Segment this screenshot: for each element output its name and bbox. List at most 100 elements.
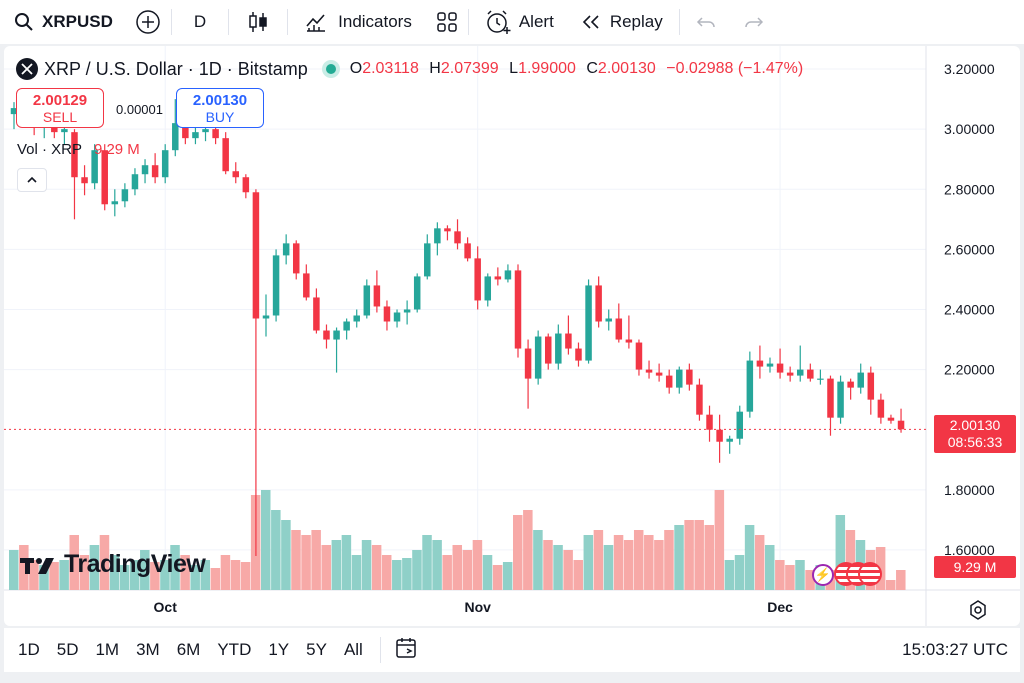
- volume-bar: [896, 570, 906, 590]
- volume-bar: [402, 558, 412, 590]
- candle-body: [151, 165, 159, 178]
- chart-panel[interactable]: 3.20000 3.00000 2.80000 2.60000 2.40000 2.200…: [4, 46, 1020, 626]
- candle-body: [565, 333, 572, 349]
- change-value: −0.02988 (−1.47%): [666, 60, 804, 77]
- events-badges[interactable]: ⚡: [812, 562, 886, 588]
- y-tick-label: 2.60000: [944, 241, 995, 257]
- us-flag-icon[interactable]: [858, 562, 882, 586]
- timeframe-1d[interactable]: 1D: [18, 640, 40, 659]
- chart-type-button[interactable]: [247, 0, 269, 44]
- volume-bar: [29, 560, 39, 590]
- candle-body: [786, 372, 794, 376]
- candle-body: [161, 150, 169, 178]
- volume-bar: [533, 530, 543, 590]
- volume-bar: [573, 560, 583, 590]
- market-open-dot: [325, 64, 336, 74]
- timeframe-ytd[interactable]: YTD: [217, 640, 252, 659]
- candle-body: [383, 306, 391, 322]
- go-to-date-button[interactable]: [395, 636, 419, 665]
- bottom-toolbar: 1D 5D 1M 3M 6M YTD 1Y 5Y All 15:03:27 UT…: [4, 628, 1020, 672]
- timeframe-6m[interactable]: 6M: [176, 640, 201, 659]
- y-tick-label: 1.60000: [944, 542, 995, 558]
- interval-button[interactable]: D: [193, 12, 207, 31]
- candle-body: [605, 318, 612, 322]
- candle-body: [867, 372, 875, 400]
- candle-body: [71, 132, 78, 178]
- candle-body: [10, 108, 18, 115]
- candle-body: [232, 171, 240, 178]
- y-tick-label: 2.80000: [944, 181, 995, 197]
- volume-bar: [371, 545, 382, 590]
- candle-body: [413, 276, 421, 310]
- indicators-icon: [306, 14, 326, 32]
- close-value: 2.00130: [597, 60, 656, 77]
- volume-bar: [170, 545, 180, 590]
- volume-bar: [845, 530, 856, 590]
- volume-bar: [805, 570, 815, 590]
- volume-bar: [583, 535, 594, 590]
- volume-bar: [180, 555, 190, 590]
- volume-bar: [432, 540, 442, 590]
- volume-bar: [714, 490, 725, 590]
- sell-label: SELL: [42, 109, 78, 125]
- volume-value: 9.29 M: [93, 141, 140, 158]
- timeframe-3m[interactable]: 3M: [136, 640, 160, 659]
- volume-bar: [734, 555, 745, 590]
- candle-body: [182, 123, 189, 139]
- last-price-value: 2.00130: [949, 417, 1001, 433]
- candle-body: [212, 129, 219, 139]
- volume-bar: [160, 560, 170, 590]
- candle-body: [454, 231, 461, 244]
- redo-button[interactable]: [742, 0, 764, 44]
- bar-countdown: 08:56:33: [947, 434, 1003, 450]
- timeframe-1y[interactable]: 1Y: [268, 640, 290, 659]
- volume-bar: [482, 555, 493, 590]
- candle-body: [313, 297, 320, 331]
- price-chart[interactable]: 3.20000 3.00000 2.80000 2.60000 2.40000 2.200…: [4, 46, 1020, 626]
- compare-button[interactable]: [135, 0, 161, 44]
- volume-bar: [654, 540, 664, 590]
- alert-label: Alert: [518, 12, 554, 31]
- candle-body: [484, 276, 492, 301]
- collapse-legend-button[interactable]: [17, 168, 47, 192]
- candle-body: [716, 429, 723, 442]
- symbol-name: XRPUSD: [42, 12, 113, 31]
- candle-body: [847, 381, 854, 388]
- replay-button[interactable]: Replay: [580, 0, 663, 44]
- candle-body: [494, 276, 502, 280]
- lightning-icon[interactable]: ⚡: [812, 564, 834, 586]
- utc-clock[interactable]: 15:03:27 UTC: [902, 640, 1008, 659]
- volume-bar: [885, 580, 896, 590]
- candle-body: [796, 369, 804, 376]
- candle-body: [555, 333, 562, 364]
- volume-bar: [442, 555, 452, 590]
- symbol-search[interactable]: XRPUSD: [14, 0, 113, 44]
- spread-value: 0.00001: [116, 102, 163, 117]
- timeframe-all[interactable]: All: [343, 640, 363, 659]
- alert-button[interactable]: Alert: [485, 0, 554, 44]
- layouts-button[interactable]: [436, 0, 458, 44]
- volume-bar: [119, 565, 130, 590]
- candle-body: [444, 228, 451, 232]
- candle-body: [756, 360, 764, 367]
- buy-button[interactable]: 2.00130 BUY: [176, 88, 264, 128]
- timeframe-1m[interactable]: 1M: [95, 640, 120, 659]
- indicators-button[interactable]: Indicators: [304, 0, 412, 44]
- undo-icon: [696, 17, 715, 28]
- volume-legend: Vol · XRP 9.29 M: [17, 141, 140, 158]
- candle-body: [292, 243, 300, 274]
- volume-bar: [835, 515, 846, 590]
- undo-button[interactable]: [696, 0, 718, 44]
- volume-bar: [795, 560, 805, 590]
- timeframe-5y[interactable]: 5Y: [306, 640, 327, 659]
- candle-body: [645, 369, 653, 373]
- volume-bar: [9, 550, 19, 590]
- timeframe-5d[interactable]: 5D: [56, 640, 79, 659]
- sell-button[interactable]: 2.00129 SELL: [16, 88, 104, 128]
- candle-body: [222, 138, 229, 172]
- chart-settings-button[interactable]: [966, 598, 990, 622]
- xrp-logo-icon: [16, 58, 38, 80]
- volume-bar: [129, 560, 140, 590]
- candle-body: [696, 384, 703, 415]
- tradingview-logo-icon: [20, 557, 54, 574]
